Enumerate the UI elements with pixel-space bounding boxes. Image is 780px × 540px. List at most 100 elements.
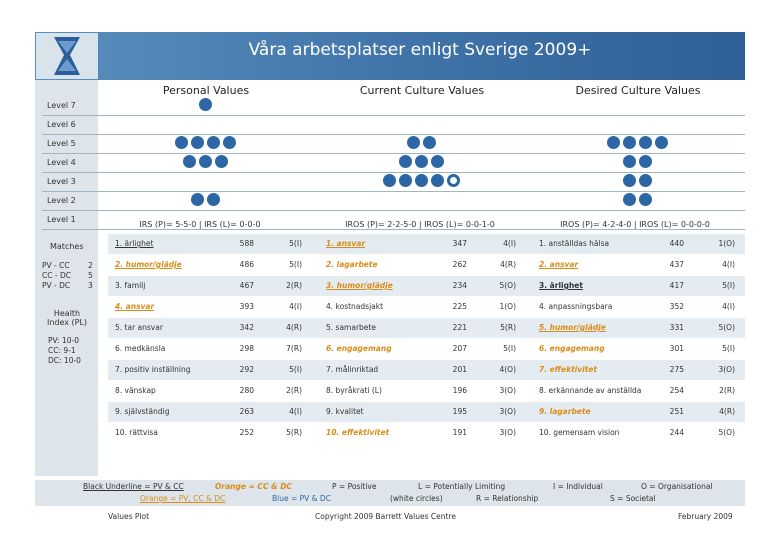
health-pv: PV: 10-0 <box>48 336 79 345</box>
desired-value-label: 3. ärlighet <box>539 281 583 290</box>
current-value-votes: 201 <box>452 365 467 374</box>
desired-level-5-dot <box>607 136 620 149</box>
personal-level-5-dot <box>175 136 188 149</box>
legend-orange-underline: Orange = PV, CC & DC <box>140 494 226 503</box>
personal-value-code: 5(R) <box>286 428 302 437</box>
personal-value-code: 4(I) <box>289 302 302 311</box>
current-level-3-dot <box>383 174 396 187</box>
table-row-band <box>108 360 745 380</box>
desired-value-code: 4(I) <box>722 260 735 269</box>
personal-value-label: 4. ansvar <box>115 302 155 311</box>
legend-societal: S = Societal <box>610 494 656 503</box>
current-value-label: 10. effektivitet <box>326 428 390 437</box>
desired-value-code: 5(I) <box>722 344 735 353</box>
level-divider <box>42 115 745 116</box>
legend-relationship: R = Relationship <box>476 494 539 503</box>
match-pv-cc: PV - CC <box>42 261 70 270</box>
match-pv-dc: PV - DC <box>42 281 71 290</box>
level-divider <box>42 172 745 173</box>
desired-value-code: 5(I) <box>722 281 735 290</box>
current-value-votes: 207 <box>452 344 467 353</box>
personal-value-code: 5(I) <box>289 365 302 374</box>
desired-value-votes: 251 <box>669 407 684 416</box>
personal-value-label: 2. humor/glädje <box>115 260 182 269</box>
desired-value-code: 4(I) <box>722 302 735 311</box>
current-value-label: 1. ansvar <box>326 239 366 248</box>
personal-value-votes: 588 <box>239 239 254 248</box>
personal-level-5-dot <box>207 136 220 149</box>
personal-value-code: 2(R) <box>286 386 302 395</box>
personal-level-4-dot <box>215 155 228 168</box>
desired-value-code: 5(O) <box>718 428 735 437</box>
desired-value-label: 10. gemensam vision <box>539 428 620 437</box>
desired-value-votes: 331 <box>669 323 684 332</box>
hourglass-logo-icon <box>54 37 80 75</box>
legend-organisational: O = Organisational <box>641 482 713 491</box>
current-value-votes: 225 <box>452 302 467 311</box>
personal-value-votes: 393 <box>239 302 254 311</box>
desired-value-label: 8. erkännande av anställda <box>539 386 642 395</box>
current-level-3-dot <box>415 174 428 187</box>
personal-value-votes: 263 <box>239 407 254 416</box>
desired-value-code: 4(R) <box>719 407 735 416</box>
desired-value-votes: 437 <box>669 260 684 269</box>
personal-level-7-dot <box>199 98 212 111</box>
health-cc: CC: 9-1 <box>48 346 76 355</box>
desired-level-5-dot <box>623 136 636 149</box>
desired-values-header: Desired Culture Values <box>575 84 701 97</box>
current-level-4-dot <box>399 155 412 168</box>
current-level-5-dot <box>423 136 436 149</box>
desired-level-3-dot <box>623 174 636 187</box>
current-value-code: 4(O) <box>499 365 516 374</box>
personal-value-label: 8. vänskap <box>115 386 156 395</box>
current-value-code: 3(O) <box>499 407 516 416</box>
personal-value-label: 9. självständig <box>115 407 170 416</box>
legend-black-underline: Black Underline = PV & CC <box>83 482 184 491</box>
level-label: Level 6 <box>47 120 76 129</box>
personal-level-4-dot <box>199 155 212 168</box>
current-value-code: 5(I) <box>503 344 516 353</box>
desired-value-votes: 440 <box>669 239 684 248</box>
desired-value-label: 5. humor/glädje <box>539 323 606 332</box>
personal-value-label: 7. positiv inställning <box>115 365 191 374</box>
current-value-code: 4(I) <box>503 239 516 248</box>
current-value-label: 7. målinriktad <box>326 365 379 374</box>
current-level-3-dot <box>431 174 444 187</box>
desired-level-4-dot <box>639 155 652 168</box>
personal-value-label: 5. tar ansvar <box>115 323 163 332</box>
desired-value-votes: 254 <box>669 386 684 395</box>
matches-label: Matches <box>50 242 84 251</box>
left-strip <box>35 80 98 476</box>
personal-value-label: 10. rättvisa <box>115 428 158 437</box>
level-label: Level 2 <box>47 196 76 205</box>
level-label: Level 4 <box>47 158 76 167</box>
level-divider <box>42 210 745 211</box>
desired-level-3-dot <box>639 174 652 187</box>
table-row-band <box>108 276 745 296</box>
personal-value-votes: 467 <box>239 281 254 290</box>
personal-value-label: 1. ärlighet <box>115 239 154 248</box>
current-level-3-dot <box>399 174 412 187</box>
desired-value-votes: 352 <box>669 302 684 311</box>
personal-value-code: 4(I) <box>289 407 302 416</box>
table-row-band <box>108 318 745 338</box>
personal-value-votes: 252 <box>239 428 254 437</box>
personal-iros: IRS (P)= 5-5-0 | IRS (L)= 0-0-0 <box>139 220 261 229</box>
current-value-label: 3. humor/glädje <box>326 281 393 290</box>
page-title: Våra arbetsplatser enligt Sverige 2009+ <box>248 40 592 60</box>
current-value-votes: 262 <box>452 260 467 269</box>
current-value-votes: 234 <box>452 281 467 290</box>
legend-blue: Blue = PV & DC <box>272 494 331 503</box>
current-level-3-dot <box>447 174 460 187</box>
level-divider <box>42 191 745 192</box>
desired-level-5-dot <box>655 136 668 149</box>
personal-level-2-dot <box>191 193 204 206</box>
match-pv-cc-value: 2 <box>88 261 93 270</box>
personal-value-votes: 342 <box>239 323 254 332</box>
legend-white-circles: (white circles) <box>390 494 443 503</box>
personal-value-label: 3. familj <box>115 281 146 290</box>
current-value-label: 2. lagarbete <box>326 260 378 269</box>
table-row-band <box>108 402 745 422</box>
level-divider <box>42 153 745 154</box>
personal-value-code: 5(I) <box>289 239 302 248</box>
